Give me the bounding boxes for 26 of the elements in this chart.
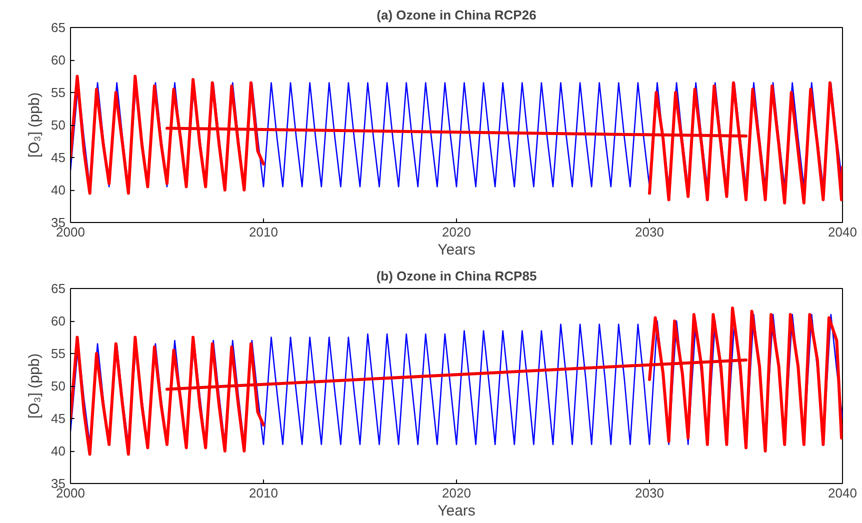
y-tick-label: 45	[51, 150, 66, 165]
y-tick-label: 55	[51, 85, 66, 100]
x-tick-label: 2020	[442, 224, 471, 240]
x-tick-label: 2040	[828, 486, 857, 500]
y-tick-label: 40	[51, 182, 66, 198]
y-tick-label: 45	[51, 411, 66, 426]
x-tick-label: 2010	[249, 224, 278, 240]
y-tick-label: 50	[51, 118, 66, 132]
y-tick-label: 65	[51, 20, 66, 35]
y-tick-label: 65	[51, 281, 66, 296]
x-tick-label: 2030	[635, 486, 664, 500]
x-tick-label: 2020	[442, 486, 471, 500]
chart-title: (a) Ozone in China RCP26	[376, 8, 536, 22]
y-tick-label: 50	[51, 378, 66, 394]
y-axis-title: [O₃] (ppb)	[26, 353, 44, 419]
x-axis-title: Years	[438, 242, 476, 258]
y-tick-label: 60	[51, 52, 66, 68]
y-axis-title: [O₃] (ppb)	[26, 92, 44, 158]
y-tick-label: 60	[51, 314, 66, 328]
chart-title: (b) Ozone in China RCP85	[376, 268, 537, 284]
y-tick-label: 55	[51, 346, 66, 361]
x-axis-title: Years	[438, 502, 476, 520]
x-tick-label: 2030	[635, 224, 664, 240]
x-tick-label: 2010	[249, 486, 278, 500]
x-tick-label: 2040	[828, 224, 857, 240]
y-tick-label: 40	[51, 444, 66, 458]
